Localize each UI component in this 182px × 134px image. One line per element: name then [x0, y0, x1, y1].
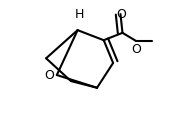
Text: O: O	[45, 68, 54, 82]
Text: H: H	[74, 8, 84, 21]
Text: O: O	[131, 43, 141, 56]
Text: O: O	[117, 8, 126, 21]
